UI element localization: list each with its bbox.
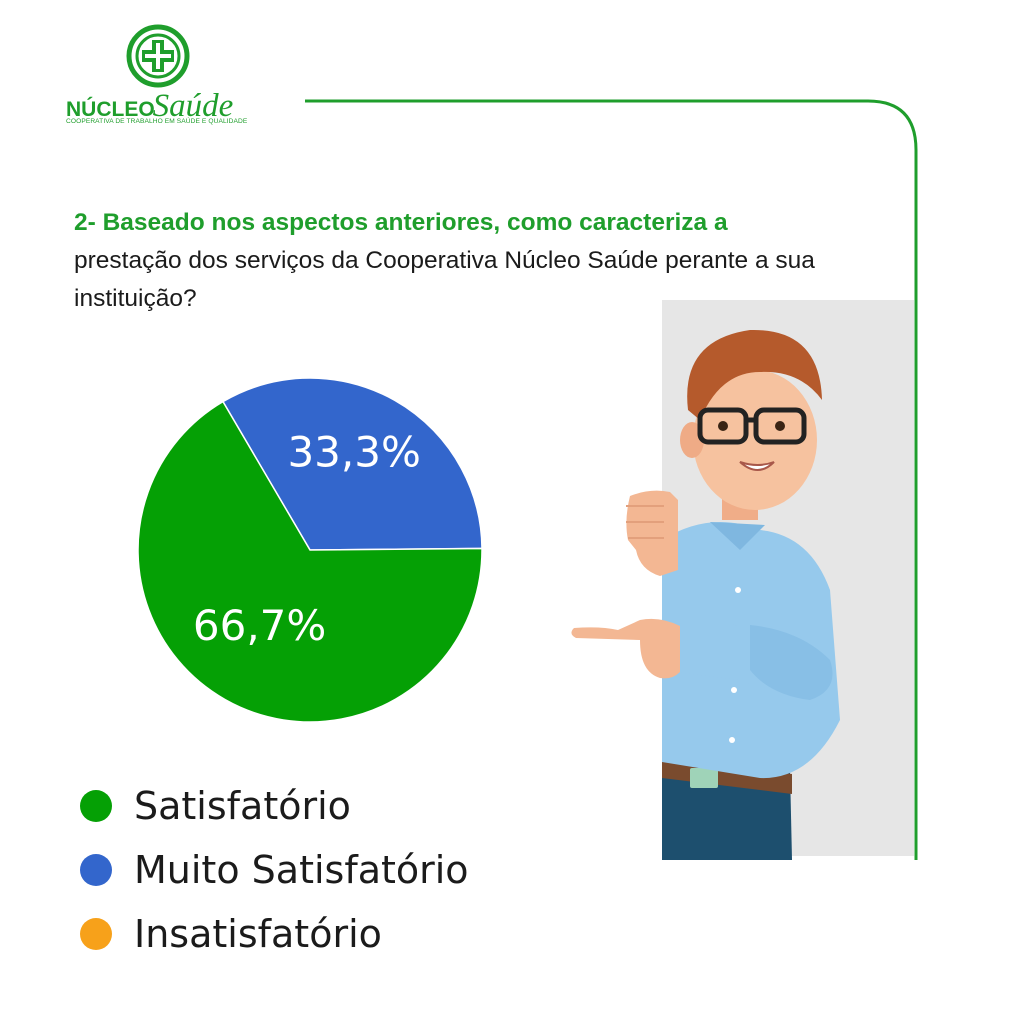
pie-slice [221,377,483,551]
chart-legend: Satisfatório Muito Satisfatório Insatisfat… [80,774,469,966]
legend-swatch [80,790,112,822]
pie-slice-label: 66,7% [193,601,326,650]
legend-label: Satisfatório [134,784,351,828]
brand-logo: NÚCLEOSaúde COOPERATIVA DE TRABALHO EM S… [60,22,270,132]
legend-item: Insatisfatório [80,902,469,966]
pie-slice [137,400,483,723]
legend-item: Muito Satisfatório [80,838,469,902]
brand-wordmark: NÚCLEOSaúde [66,88,233,128]
legend-swatch [80,854,112,886]
pie-slice-label: 33,3% [287,427,420,476]
brand-word-script: Saúde [152,88,234,124]
survey-question: 2- Baseado nos aspectos anteriores, como… [74,204,934,318]
legend-label: Insatisfatório [134,912,382,956]
brand-word-bold: NÚCLEO [66,98,155,121]
question-number-text: 2- Baseado nos aspectos anteriores, como… [74,209,728,236]
legend-label: Muito Satisfatório [134,848,469,892]
legend-swatch [80,918,112,950]
legend-item: Satisfatório [80,774,469,838]
brand-tagline: COOPERATIVA DE TRABALHO EM SAÚDE E QUALI… [66,118,248,125]
question-rest-text: prestação dos serviços da Cooperativa Nú… [74,247,815,312]
medical-cross-icon [126,24,190,88]
man-pointing-illustration [571,300,914,860]
pie-chart: 33,3% 66,7% [137,377,483,723]
